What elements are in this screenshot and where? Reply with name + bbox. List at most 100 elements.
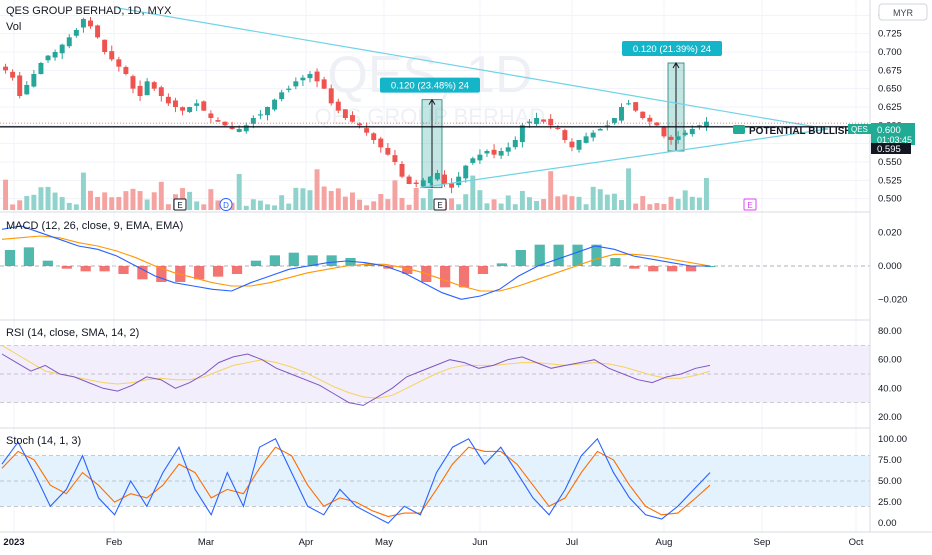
watermark: QES, 1D (327, 46, 532, 104)
stoch-title[interactable]: Stoch (14, 1, 3) (6, 435, 81, 447)
measure-arrowhead (672, 62, 680, 69)
volume-bar (562, 194, 568, 210)
candle-body (279, 92, 285, 100)
candle-body (569, 141, 575, 148)
candle-body (31, 74, 37, 87)
volume-bar (66, 202, 72, 210)
candle-body (583, 136, 589, 143)
volume-bar (165, 204, 171, 210)
measure-label-box (622, 41, 722, 56)
macd-tick-label: 0.020 (878, 228, 902, 239)
candle-body (604, 125, 610, 127)
rsi-title[interactable]: RSI (14, close, SMA, 14, 2) (6, 327, 139, 339)
volume-bar (257, 200, 263, 210)
time-tick-label: Mar (198, 537, 214, 548)
volume-bar (696, 197, 702, 210)
price-tick-label: 0.625 (878, 102, 902, 113)
time-tick-label: 2023 (3, 537, 24, 548)
earnings-marker-icon (173, 198, 187, 211)
candle-body (307, 74, 313, 79)
volume-bar (265, 204, 270, 210)
candle-body (257, 114, 263, 116)
volume-bar (45, 186, 51, 210)
candle-body (3, 66, 9, 71)
candle-body (24, 85, 30, 95)
dividend-marker-icon (219, 198, 233, 211)
macd-histogram-bar (477, 266, 489, 274)
volume-bar (130, 188, 136, 210)
volume-bar (498, 203, 504, 210)
marker-letter: E (747, 201, 752, 210)
price-tick-label: 0.500 (878, 194, 902, 205)
upper-trendline (117, 7, 829, 130)
candle-body (477, 154, 483, 161)
candle-body (562, 130, 568, 140)
macd-histogram-bar (648, 266, 659, 272)
time-tick-label: Feb (106, 537, 122, 548)
candle-body (229, 126, 235, 129)
macd-histogram-bar (629, 266, 640, 269)
macd-histogram-bar (534, 244, 545, 266)
candle-body (364, 128, 370, 133)
volume-bar (357, 199, 363, 210)
volume-bar (555, 196, 561, 210)
candle-body (88, 20, 93, 27)
volume-bar (604, 194, 610, 210)
volume-bar (279, 195, 285, 210)
volume-bar (534, 201, 540, 210)
candle-body (647, 117, 653, 122)
time-tick-label: Oct (849, 537, 864, 548)
candle-body (682, 132, 688, 135)
currency-button[interactable] (878, 3, 928, 21)
pattern-tag[interactable]: POTENTIAL BULLISH (733, 125, 852, 137)
candle-body (172, 100, 178, 107)
candle-body (427, 176, 433, 184)
volume-bar (88, 190, 93, 210)
candle-body (116, 59, 122, 67)
volume-bar (17, 200, 23, 210)
candle-body (52, 52, 58, 58)
trendlines[interactable] (0, 7, 870, 189)
volume-bar (420, 198, 426, 210)
candle-body (342, 109, 348, 118)
candle-body (123, 67, 129, 74)
candle-body (73, 30, 79, 36)
volume-bar (413, 187, 419, 210)
volume-bar (250, 199, 256, 210)
volume-bar (321, 186, 327, 210)
volume-label[interactable]: Vol (6, 21, 21, 33)
macd-title[interactable]: MACD (12, 26, close, 9, EMA, EMA) (6, 220, 183, 232)
earnings-marker-icon (433, 198, 447, 211)
candle-body (328, 88, 334, 104)
measure-tools[interactable]: 0.120 (23.48%) 24 0.120 (21.39%) 24 (380, 41, 722, 189)
pattern-flag-icon (733, 125, 745, 134)
candle-body (406, 176, 412, 184)
stoch-tick-label: 50.00 (878, 476, 902, 487)
candle-body (420, 180, 426, 187)
volume-bar (52, 192, 58, 210)
last-price-badge: 0.600 01:03:45 0.595 (871, 123, 915, 155)
time-tick-label: Apr (299, 537, 314, 548)
candle-body (505, 147, 511, 152)
candle-body (137, 85, 143, 96)
measure-arrowhead (428, 98, 436, 105)
rsi-tick-label: 80.00 (878, 326, 902, 337)
prev-close-value: 0.595 (877, 144, 901, 155)
candlestick-series (3, 17, 709, 194)
candle-body (548, 118, 554, 126)
candle-body (321, 79, 327, 89)
macd-histogram-bar (307, 255, 318, 266)
macd-histogram-bar (591, 244, 602, 266)
volume-bar (703, 177, 709, 210)
candle-body (194, 103, 200, 106)
symbol-title[interactable]: QES GROUP BERHAD, 1D, MYX (6, 5, 172, 17)
volume-bar (569, 196, 575, 210)
volume-bar (335, 188, 341, 210)
candle-body (222, 121, 228, 126)
candle-body (144, 81, 150, 96)
candle-body (130, 76, 136, 89)
volume-bar (109, 197, 115, 210)
candle-body (208, 113, 214, 118)
